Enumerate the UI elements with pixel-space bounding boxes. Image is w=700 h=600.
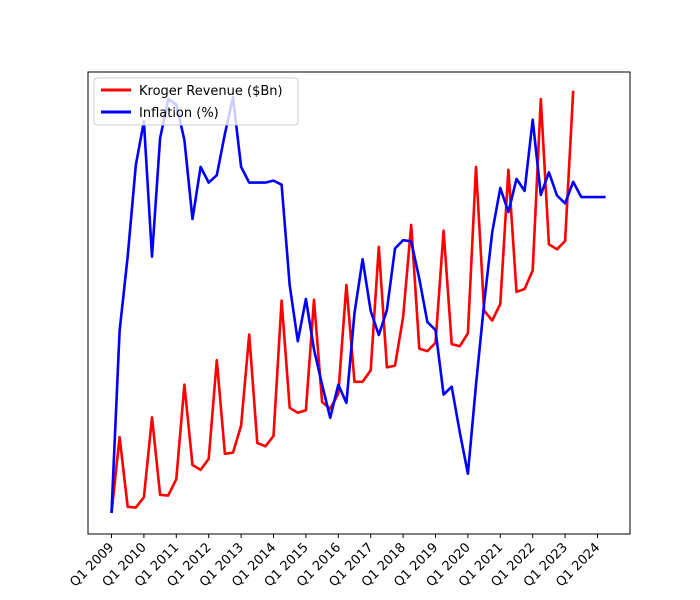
legend-label-kroger-revenue: Kroger Revenue ($Bn) xyxy=(139,84,283,99)
legend-box xyxy=(93,77,299,126)
legend-label-inflation: Inflation (%) xyxy=(139,106,219,121)
series-layer xyxy=(110,90,606,514)
plot-area xyxy=(88,72,630,534)
plot-frame xyxy=(87,71,631,535)
series-line-kroger-revenue-bn xyxy=(110,90,575,514)
series-line-inflation xyxy=(110,96,606,514)
legend: Kroger Revenue ($Bn) Inflation (%) xyxy=(93,77,299,126)
